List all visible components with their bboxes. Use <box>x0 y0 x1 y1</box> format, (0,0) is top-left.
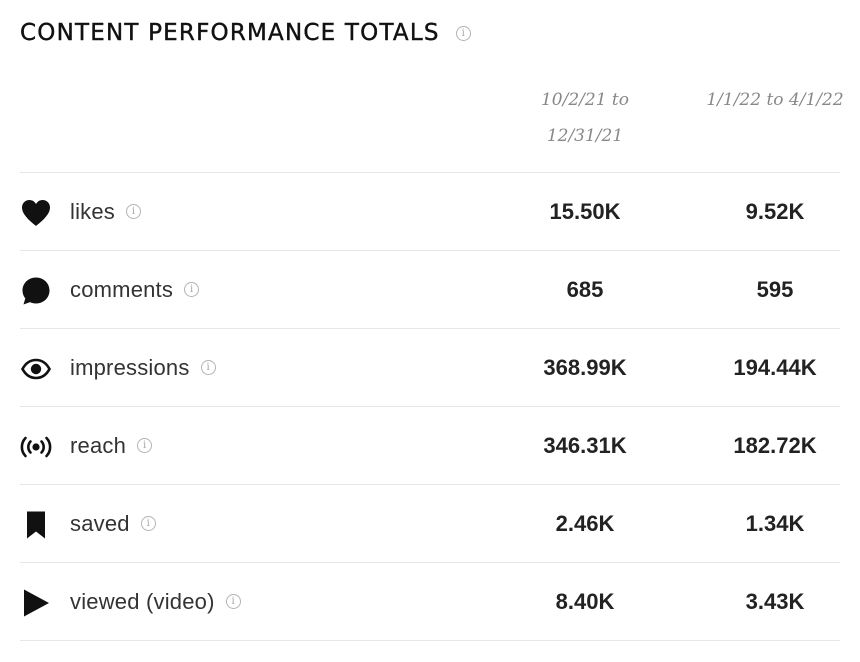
info-icon[interactable]: i <box>455 25 471 41</box>
table-row: impressions i 368.99K 194.44K <box>20 328 840 406</box>
metrics-table: likes i 15.50K 9.52K comments i 685 595 … <box>20 172 840 641</box>
table-row: likes i 15.50K 9.52K <box>20 172 840 250</box>
metric-value-period-2: 3.43K <box>745 589 805 614</box>
metric-label-group: reach i <box>70 407 153 484</box>
metric-label: viewed (video) <box>70 588 215 614</box>
metric-label: likes <box>70 198 116 224</box>
info-icon[interactable]: i <box>140 516 156 531</box>
table-row: comments i 685 595 <box>20 250 840 328</box>
metric-label-group: viewed (video) i <box>70 563 241 640</box>
info-icon[interactable]: i <box>184 282 200 297</box>
heart-icon <box>20 197 52 229</box>
bookmark-icon <box>20 509 52 541</box>
metric-value-period-1: 8.40K <box>555 589 615 614</box>
metric-value-period-1: 368.99K <box>543 355 627 380</box>
metric-label: reach <box>70 432 127 458</box>
play-icon <box>20 587 52 619</box>
metric-label-group: saved i <box>70 485 156 562</box>
metric-value-period-2: 595 <box>756 277 794 302</box>
metric-label: comments <box>70 276 174 302</box>
metric-value-period-1: 685 <box>566 277 604 302</box>
page-title: CONTENT PERFORMANCE TOTALS <box>20 20 440 46</box>
info-icon[interactable]: i <box>225 594 241 609</box>
column-header-line: 1/1/22 to 4/1/22 <box>706 90 844 110</box>
metric-value-period-2: 9.52K <box>745 199 805 224</box>
metric-value-period-2: 194.44K <box>733 355 817 380</box>
metric-value-period-1: 2.46K <box>555 511 615 536</box>
eye-icon <box>20 353 52 385</box>
comment-bubble-icon <box>20 275 52 307</box>
info-icon[interactable]: i <box>200 360 216 375</box>
section-header: CONTENT PERFORMANCE TOTALS i <box>20 16 471 50</box>
metric-value-period-1: 15.50K <box>549 199 621 224</box>
column-header-period-2: 1/1/22 to 4/1/22 <box>700 82 850 118</box>
table-row: reach i 346.31K 182.72K <box>20 406 840 484</box>
metric-value-period-2: 1.34K <box>745 511 805 536</box>
broadcast-icon <box>20 431 52 463</box>
column-header-line: 12/31/21 <box>546 126 624 146</box>
metric-label: impressions <box>70 354 190 380</box>
info-icon[interactable]: i <box>126 204 142 219</box>
metric-label-group: likes i <box>70 173 142 250</box>
table-row: saved i 2.46K 1.34K <box>20 484 840 562</box>
metric-label-group: impressions i <box>70 329 216 406</box>
metric-value-period-2: 182.72K <box>733 433 817 458</box>
column-header-line: 10/2/21 to <box>540 90 629 110</box>
metric-value-period-1: 346.31K <box>543 433 627 458</box>
table-row: viewed (video) i 8.40K 3.43K <box>20 562 840 641</box>
metric-label: saved <box>70 510 130 536</box>
column-header-period-1: 10/2/21 to 12/31/21 <box>500 82 670 154</box>
info-icon[interactable]: i <box>137 438 153 453</box>
metric-label-group: comments i <box>70 251 200 328</box>
